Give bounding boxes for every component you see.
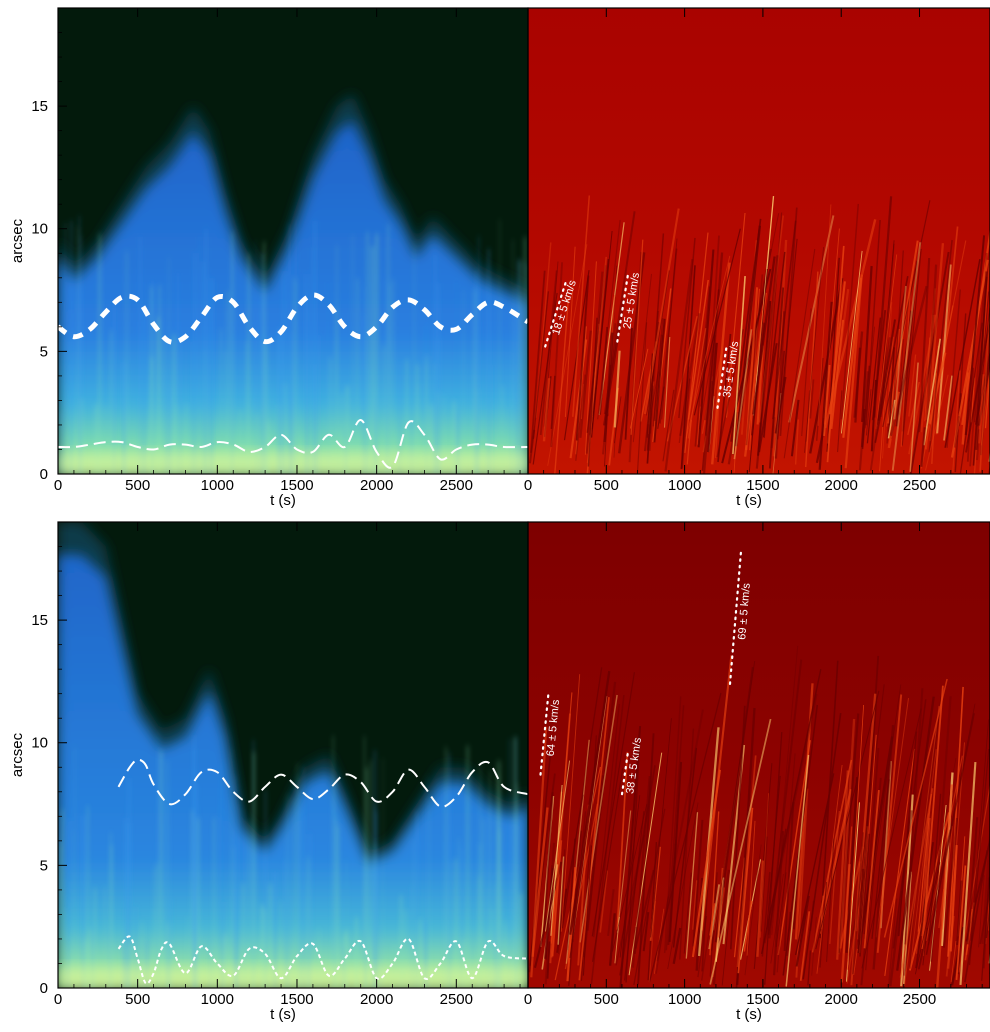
heatmap-panel-top-right: 18 ± 5 km/s 25 ± 5 km/s35 ± 5 km/s: [528, 8, 990, 474]
speed-fit-line-3: [728, 550, 743, 686]
x-tick-label: 2500: [440, 991, 473, 1008]
x-axis-label: t (s): [270, 492, 296, 509]
y-tick-label: 10: [31, 221, 48, 238]
running-difference-streaks: [528, 645, 990, 988]
y-tick-label: 5: [40, 857, 48, 874]
x-tick-label: 2500: [440, 477, 473, 494]
x-axis-label: t (s): [736, 1006, 762, 1023]
y-tick-label: 5: [40, 343, 48, 360]
speed-fit-line-2: [620, 748, 630, 796]
x-tick-label: 2000: [825, 477, 858, 494]
y-tick-label: 0: [40, 980, 48, 997]
x-tick-label: 0: [524, 991, 532, 1008]
x-tick-label: 1000: [668, 991, 701, 1008]
series-line-2: [58, 419, 528, 469]
x-tick-label: 1500: [280, 991, 313, 1008]
series-line-1: [117, 758, 528, 808]
x-axis-label: t (s): [270, 1006, 296, 1023]
emission-streaks: [60, 215, 528, 474]
speed-fit-line-1: [539, 692, 550, 776]
x-tick-label: 0: [54, 991, 62, 1008]
plot-frame-top-right: [527, 7, 990, 475]
x-tick-label: 2000: [825, 991, 858, 1008]
heatmap-panel-top-left: [58, 8, 528, 474]
x-tick-label: 500: [125, 477, 150, 494]
x-tick-label: 500: [594, 477, 619, 494]
speed-fit-line-3: [716, 342, 729, 409]
y-tick-label: 0: [40, 466, 48, 483]
series-line-1: [58, 292, 528, 345]
heatmap-panel-bottom-left: [58, 522, 528, 988]
bright-base: [58, 966, 528, 988]
x-tick-label: 1500: [746, 991, 779, 1008]
speed-fit-line-2: [616, 271, 630, 343]
series-line-2: [117, 935, 528, 985]
speed-annotation-3: 69 ± 5 km/s: [736, 582, 753, 640]
plot-frame-bottom-right: [527, 521, 990, 989]
x-tick-label: 2000: [360, 991, 393, 1008]
y-tick-label: 15: [31, 98, 48, 115]
x-tick-label: 2500: [903, 991, 936, 1008]
emission-streaks: [58, 734, 523, 988]
x-tick-label: 1000: [201, 477, 234, 494]
emission-region: [58, 554, 528, 988]
x-tick-label: 1500: [280, 477, 313, 494]
x-tick-label: 1000: [201, 991, 234, 1008]
x-tick-label: 0: [524, 477, 532, 494]
x-tick-label: 500: [594, 991, 619, 1008]
y-axis-label: arcsec: [9, 732, 26, 777]
bright-base: [58, 452, 528, 474]
x-tick-label: 2500: [903, 477, 936, 494]
y-tick-label: 15: [31, 612, 48, 629]
y-axis-label: arcsec: [9, 218, 26, 263]
speed-annotation-1: 64 ± 5 km/s: [545, 699, 562, 757]
x-axis-label: t (s): [736, 492, 762, 509]
x-tick-label: 2000: [360, 477, 393, 494]
speed-fit-line-1: [544, 281, 567, 348]
x-tick-label: 0: [54, 477, 62, 494]
heatmap-panel-bottom-right: 64 ± 5 km/s38 ± 5 km/s69 ± 5 km/s: [528, 522, 990, 988]
x-tick-label: 1500: [746, 477, 779, 494]
x-tick-label: 1000: [668, 477, 701, 494]
y-tick-label: 10: [31, 735, 48, 752]
x-tick-label: 500: [125, 991, 150, 1008]
